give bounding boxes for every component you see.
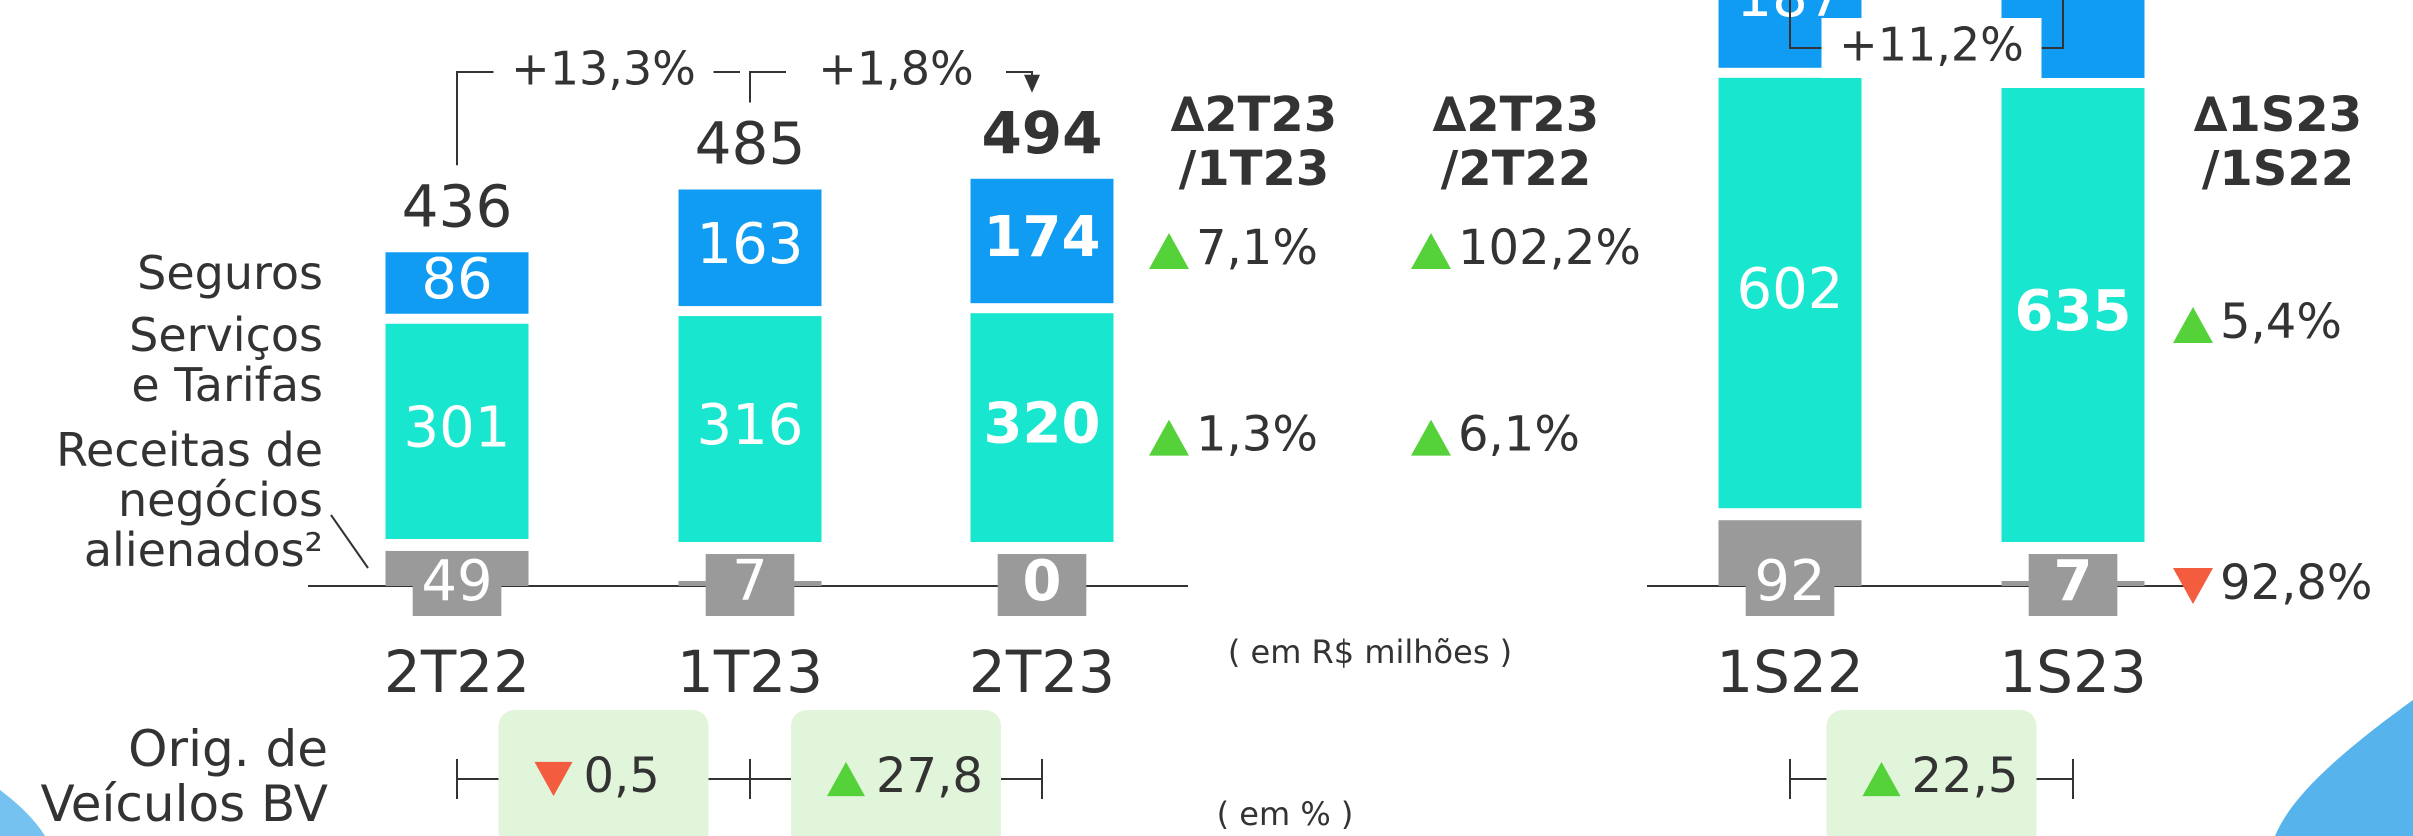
- label-bg: [786, 42, 1006, 102]
- origination-value: 22,5: [1912, 748, 2019, 804]
- trend-icon: [2173, 306, 2213, 343]
- origination-value: 0,5: [584, 748, 660, 804]
- legend-label: Seguros: [137, 246, 323, 300]
- category-label: 2T22: [384, 638, 530, 706]
- segment-label: 163: [697, 212, 804, 277]
- decoration: [0, 790, 45, 836]
- origination-box: [1826, 710, 2037, 836]
- trend-icon: [1411, 232, 1451, 269]
- growth-label: +13,3%: [511, 42, 696, 96]
- total-label: 494: [981, 99, 1102, 167]
- legend-label: Receitas de negócios alienados²: [56, 423, 323, 577]
- category-label: 1S22: [1716, 638, 1864, 706]
- segment-label: 7: [2054, 549, 2093, 614]
- category-label: 1S23: [1999, 638, 2147, 706]
- delta-value: 5,4%: [2220, 294, 2342, 350]
- bar-segment: [678, 316, 822, 542]
- delta-value: 92,8%: [2220, 555, 2372, 611]
- category-label: 1T23: [677, 638, 823, 706]
- delta-value: 7,1%: [1196, 220, 1318, 276]
- label-box: [412, 554, 502, 616]
- origination-value: 27,8: [876, 748, 983, 804]
- trend-icon: [2173, 568, 2213, 604]
- trend-icon: [534, 761, 573, 797]
- delta-value: 102,2%: [1458, 220, 1641, 276]
- segment-label: 320: [984, 392, 1101, 457]
- leader-line: [330, 514, 369, 569]
- decoration: [2275, 700, 2413, 836]
- label-bg: [493, 42, 714, 102]
- segment-label: 602: [1737, 257, 1844, 322]
- units-note: ( em R$ milhões ): [1228, 633, 1512, 671]
- bar-segment: [385, 323, 529, 539]
- segment-label: 301: [404, 395, 511, 460]
- segment-label: 49: [421, 549, 492, 614]
- growth-label: +11,2%: [1839, 18, 2024, 72]
- category-label: 2T23: [969, 638, 1115, 706]
- origination-box: [498, 710, 709, 836]
- delta-header: ∆1S23 /1S22: [2193, 87, 2363, 197]
- growth-label: +1,8%: [818, 42, 973, 96]
- segment-label: 635: [2015, 279, 2132, 344]
- legend-label: Serviços e Tarifas: [129, 308, 323, 412]
- origination-box: [791, 710, 1001, 836]
- segment-label: 0: [1023, 549, 1062, 614]
- arrow-head: [1024, 74, 1040, 93]
- label-box: [1745, 554, 1835, 616]
- units-note: ( em % ): [1217, 795, 1354, 833]
- segment-label: 174: [984, 205, 1101, 270]
- trend-icon: [1862, 761, 1901, 797]
- trend-icon: [1149, 419, 1189, 456]
- segment-label: 7: [732, 549, 768, 614]
- bar-segment: [2001, 87, 2145, 542]
- bar-segment: [1718, 77, 1862, 509]
- label-box: [705, 554, 795, 616]
- label-box: [997, 554, 1087, 616]
- delta-header: ∆2T23 /1T23: [1170, 87, 1338, 197]
- origination-label: Orig. de Veículos BV: [40, 720, 328, 833]
- delta-value: 1,3%: [1196, 407, 1318, 463]
- bar-segment: [970, 178, 1114, 304]
- delta-header: ∆2T23 /2T22: [1432, 87, 1600, 197]
- bar-segment: [970, 313, 1114, 542]
- segment-label: 86: [421, 247, 492, 312]
- total-label: 485: [695, 110, 806, 178]
- total-label: 436: [402, 172, 513, 240]
- delta-value: 6,1%: [1458, 407, 1580, 463]
- label-bg: [1821, 18, 2042, 78]
- segment-label: 92: [1754, 549, 1825, 614]
- trend-icon: [827, 761, 865, 797]
- label-box: [2028, 554, 2118, 616]
- trend-icon: [1411, 419, 1451, 456]
- segment-label: 316: [697, 393, 804, 458]
- bar-segment: [678, 189, 822, 307]
- trend-icon: [1149, 232, 1189, 269]
- bar-segment: [385, 252, 529, 314]
